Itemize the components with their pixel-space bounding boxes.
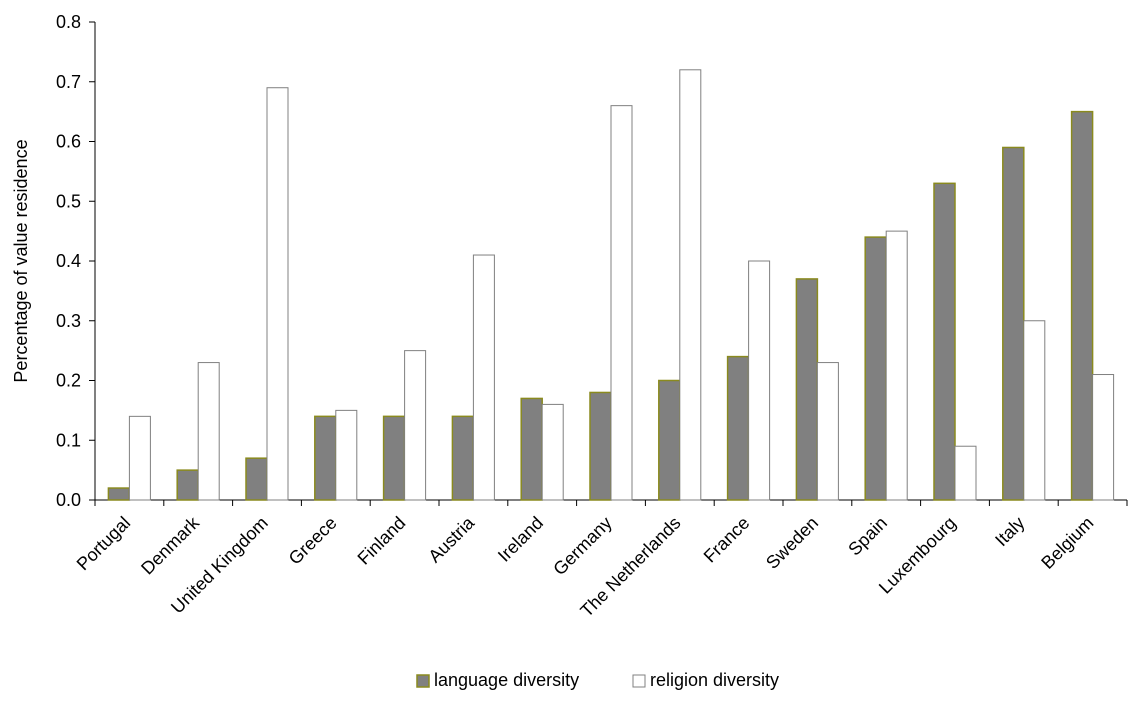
bar-religion-diversity	[748, 260, 771, 501]
y-axis-title-group: Percentage of value residence	[11, 139, 31, 382]
x-tick-label: Spain	[844, 513, 891, 560]
bar-language-diversity	[245, 457, 268, 501]
bar-religion-diversity	[128, 415, 151, 501]
bar-language-diversity	[176, 469, 199, 501]
bar-language-diversity	[658, 379, 681, 501]
bar-language-diversity	[520, 397, 543, 501]
bar-religion-diversity	[541, 403, 564, 501]
x-tick-label: Italy	[991, 513, 1028, 550]
x-tick-label: Belgium	[1037, 513, 1097, 573]
bar-language-diversity	[1070, 110, 1094, 501]
legend-swatch-language-diversity	[416, 674, 430, 688]
bar-religion-diversity	[266, 87, 289, 501]
y-tick-label: 0.7	[56, 72, 81, 92]
bar-language-diversity	[726, 355, 750, 501]
legend-swatch-religion-diversity	[632, 674, 646, 688]
y-tick-label: 0.2	[56, 371, 81, 391]
x-tick-label: Austria	[424, 512, 478, 566]
bar-language-diversity	[864, 236, 887, 501]
x-tick-label: Denmark	[137, 512, 203, 578]
bar-religion-diversity	[404, 350, 427, 501]
bar-language-diversity	[795, 278, 819, 501]
y-axis-title: Percentage of value residence	[11, 139, 31, 382]
bar-religion-diversity	[610, 105, 633, 501]
y-tick-label: 0.8	[56, 12, 81, 32]
bar-language-diversity	[933, 182, 956, 501]
bar-religion-diversity	[335, 409, 358, 501]
bar-religion-diversity	[472, 254, 495, 501]
legend: language diversity religion diversity	[416, 670, 779, 690]
y-tick-label: 0.4	[56, 251, 81, 271]
legend-label-religion-diversity: religion diversity	[650, 670, 779, 690]
x-tick-label: Finland	[354, 513, 410, 569]
bar-language-diversity	[107, 487, 131, 501]
y-tick-label: 0.1	[56, 430, 81, 450]
bar-language-diversity	[314, 415, 337, 501]
bar-religion-diversity	[885, 230, 908, 501]
bar-religion-diversity	[816, 362, 839, 501]
bar-religion-diversity	[197, 362, 220, 501]
x-tick-label: Germany	[549, 513, 615, 579]
bar-language-diversity	[1002, 146, 1025, 501]
y-tick-label: 0.6	[56, 132, 81, 152]
y-tick-label: 0.0	[56, 490, 81, 510]
bar-language-diversity	[382, 415, 406, 501]
bar-religion-diversity	[679, 69, 702, 501]
x-tick-label: France	[700, 513, 754, 567]
legend-label-language-diversity: language diversity	[434, 670, 579, 690]
bar-religion-diversity	[1092, 374, 1115, 501]
bar-religion-diversity	[954, 445, 977, 501]
y-tick-label: 0.3	[56, 311, 81, 331]
x-tick-label: Portugal	[73, 513, 135, 575]
x-tick-label: Sweden	[762, 513, 822, 573]
y-tick-label: 0.5	[56, 191, 81, 211]
x-tick-label: Ireland	[494, 513, 547, 566]
bar-religion-diversity	[1023, 320, 1046, 501]
bars	[107, 69, 1115, 501]
x-tick-label: Greece	[285, 513, 341, 569]
y-tick-labels: 0.0 0.1 0.2 0.3 0.4 0.5 0.6 0.7 0.8	[56, 12, 81, 510]
bar-language-diversity	[451, 415, 475, 501]
bar-language-diversity	[589, 391, 612, 501]
